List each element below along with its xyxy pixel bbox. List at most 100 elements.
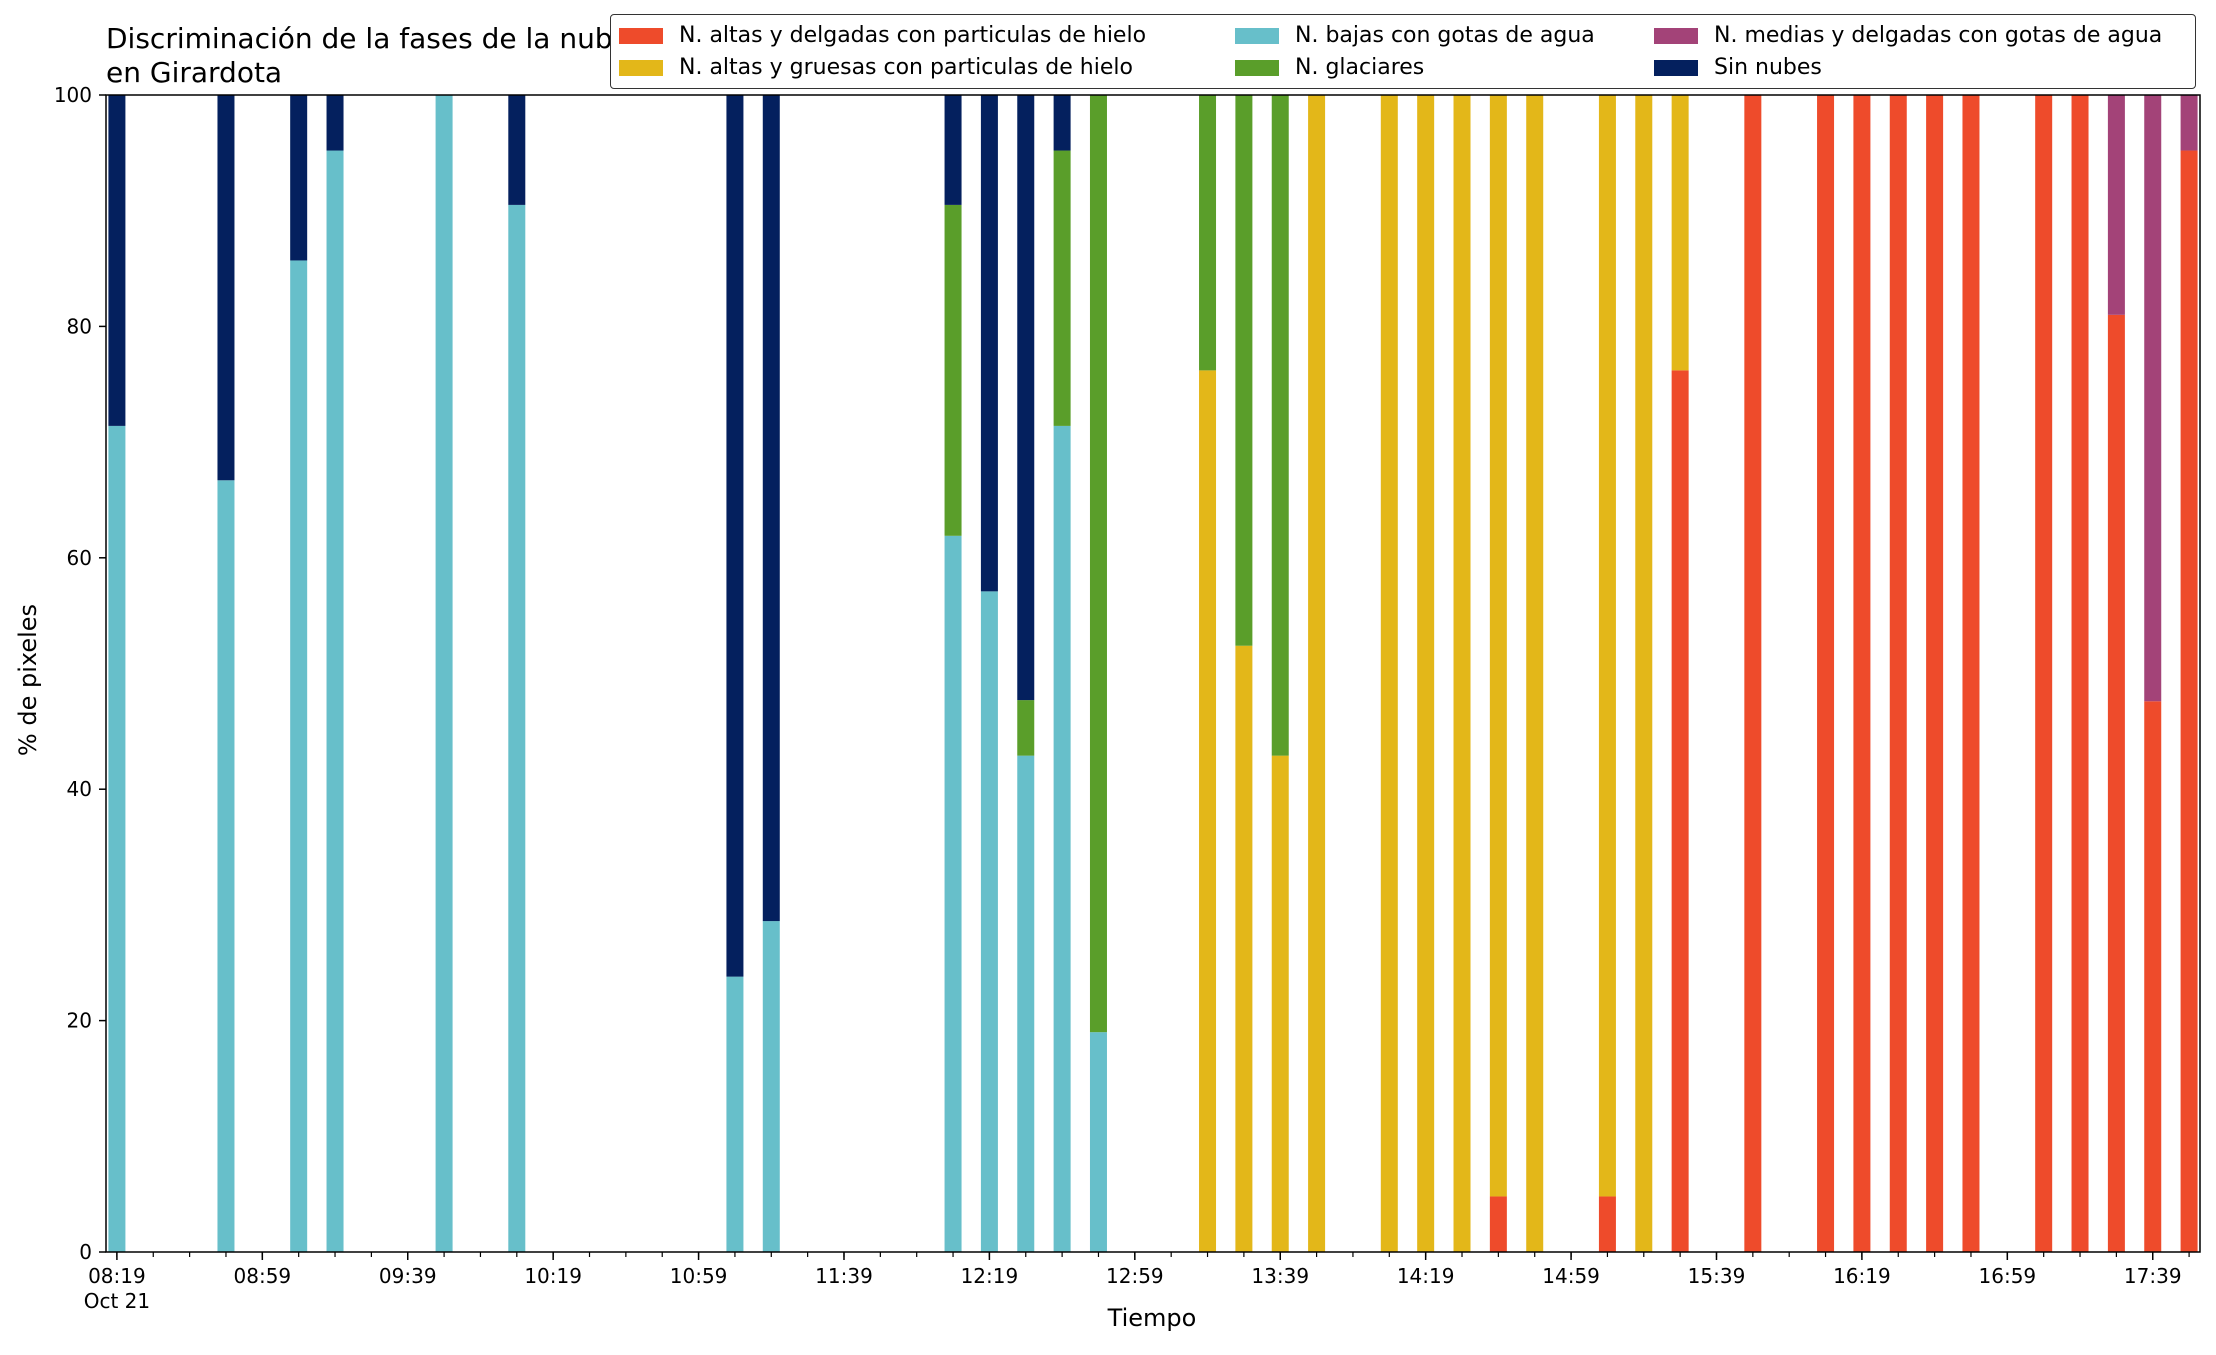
x-tick-label: 08:19 (88, 1264, 146, 1288)
legend-swatch (1235, 59, 1279, 76)
bar-segment (2144, 701, 2162, 1252)
bar-segment (2107, 95, 2125, 315)
legend-item: N. altas y delgadas con particulas de hi… (619, 23, 1146, 48)
bar-segment (1671, 370, 1689, 1252)
bar-segment (726, 95, 744, 977)
bar-segment (1053, 95, 1071, 151)
bar-segment (1089, 95, 1107, 1033)
bar-segment (1089, 1032, 1107, 1252)
bar-segment (1744, 95, 1762, 1252)
bar-segment (1053, 150, 1071, 426)
bar-segment (1526, 95, 1544, 1252)
bar-segment (1962, 95, 1980, 1252)
bar-segment (944, 95, 962, 205)
bar-segment (508, 95, 526, 205)
bar-segment (1017, 755, 1035, 1252)
bar-segment (1199, 95, 1217, 371)
legend-item: Sin nubes (1654, 55, 1822, 80)
bar-segment (108, 95, 126, 426)
bar-segment (1671, 95, 1689, 371)
bar-segment (1598, 95, 1616, 1197)
legend-swatch (1654, 27, 1698, 44)
bar-segment (1017, 95, 1035, 701)
y-tick-label: 40 (67, 777, 92, 801)
bar-segment (217, 95, 235, 481)
legend-label: N. bajas con gotas de agua (1295, 23, 1595, 48)
legend-item: N. medias y delgadas con gotas de agua (1654, 23, 2162, 48)
x-tick-label: 14:19 (1397, 1264, 1455, 1288)
bar-segment (326, 150, 344, 1252)
legend-swatch (1654, 59, 1698, 76)
bar-segment (326, 95, 344, 151)
bar-segment (1453, 95, 1471, 1252)
bar-segment (980, 591, 998, 1252)
bar-segment (1598, 1196, 1616, 1252)
bar-segment (1489, 95, 1507, 1197)
bar-segment (508, 204, 526, 1252)
x-tick-label: 12:19 (961, 1264, 1019, 1288)
bar-segment (1235, 645, 1253, 1252)
x-tick-label: 16:59 (1979, 1264, 2037, 1288)
legend-swatch (1235, 27, 1279, 44)
bar-segment (1053, 425, 1071, 1252)
bar-segment (1417, 95, 1435, 1252)
x-tick-label: 16:19 (1833, 1264, 1891, 1288)
bar-segment (1308, 95, 1326, 1252)
legend-label: N. altas y delgadas con particulas de hi… (679, 23, 1147, 48)
legend-label: N. medias y delgadas con gotas de agua (1714, 23, 2163, 48)
bar-segment (2180, 150, 2198, 1252)
bar-segment (1853, 95, 1871, 1252)
bar-segment (1817, 95, 1835, 1252)
x-tick-label: 10:59 (670, 1264, 728, 1288)
bar-segment (2180, 95, 2198, 151)
bar-segment (1380, 95, 1398, 1252)
legend-item: N. bajas con gotas de agua (1235, 23, 1595, 48)
bar-segment (980, 95, 998, 592)
legend-item: N. altas y gruesas con particulas de hie… (619, 55, 1133, 80)
x-tick-label: 10:19 (524, 1264, 582, 1288)
bar-segment (944, 204, 962, 536)
bar-segment (290, 260, 308, 1252)
x-tick-label: 09:39 (379, 1264, 437, 1288)
x-tick-label: 08:59 (234, 1264, 292, 1288)
bar-segment (2107, 314, 2125, 1253)
x-tick-label: 11:39 (815, 1264, 873, 1288)
legend-label: N. glaciares (1295, 55, 1425, 80)
y-tick-label: 80 (67, 314, 92, 338)
chart-legend: N. altas y delgadas con particulas de hi… (610, 14, 2196, 89)
y-tick-label: 20 (67, 1009, 92, 1033)
chart-title: Discriminación de la fases de la nube en… (106, 22, 630, 89)
y-tick-label: 0 (79, 1240, 92, 1264)
bar-segment (1635, 95, 1653, 1252)
x-tick-label: 13:39 (1251, 1264, 1309, 1288)
bar-segment (2144, 95, 2162, 702)
bar-segment (1271, 755, 1289, 1252)
bar-segment (290, 95, 308, 261)
x-tick-label: 15:39 (1688, 1264, 1746, 1288)
bar-segment (1489, 1196, 1507, 1252)
plot-frame (105, 94, 2201, 1253)
bar-segment (1235, 95, 1253, 646)
bar-segment (762, 921, 780, 1252)
bar-segment (762, 95, 780, 922)
x-tick-label: 12:59 (1106, 1264, 1164, 1288)
bar-segment (2035, 95, 2053, 1252)
bar-segment (726, 976, 744, 1252)
bar-segment (1889, 95, 1907, 1252)
x-tick-label: 17:39 (2124, 1264, 2182, 1288)
bar-segment (944, 535, 962, 1252)
legend-swatch (619, 27, 663, 44)
x-tick-label: 14:59 (1542, 1264, 1600, 1288)
y-tick-label: 100 (54, 83, 92, 107)
legend-swatch (619, 59, 663, 76)
bar-segment (1271, 95, 1289, 756)
bar-segment (1017, 700, 1035, 756)
bar-segment (1926, 95, 1944, 1252)
x-tick-sublabel: Oct 21 (84, 1289, 150, 1313)
bar-segment (108, 425, 126, 1252)
legend-item: N. glaciares (1235, 55, 1424, 80)
y-tick-label: 60 (67, 546, 92, 570)
bar-segment (2071, 95, 2089, 1252)
legend-label: Sin nubes (1714, 55, 1822, 80)
